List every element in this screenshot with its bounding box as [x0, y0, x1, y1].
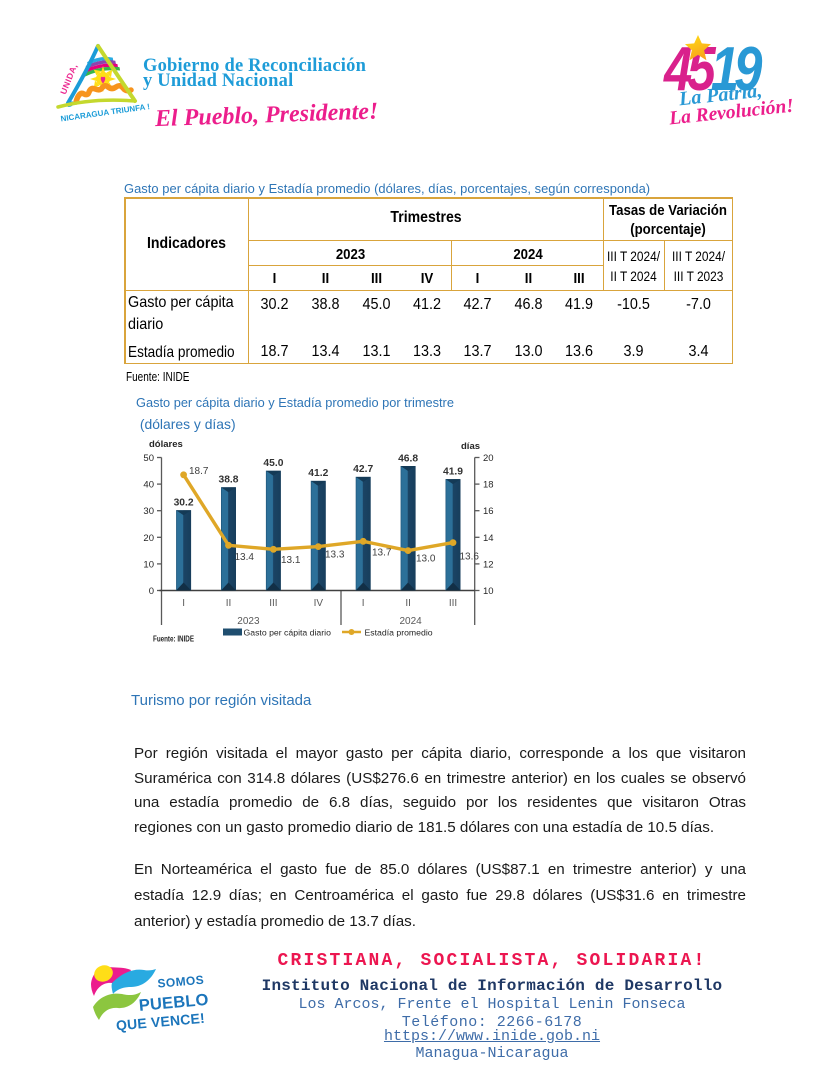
svg-text:13.4: 13.4 — [235, 552, 255, 563]
svg-text:II: II — [226, 598, 232, 609]
svg-text:IV: IV — [314, 598, 324, 609]
svg-text:III: III — [269, 598, 277, 609]
svg-text:2024: 2024 — [399, 616, 422, 627]
svg-text:13.6: 13.6 — [460, 552, 480, 563]
svg-text:13.3: 13.3 — [325, 550, 345, 561]
svg-text:41.2: 41.2 — [308, 468, 328, 479]
svg-text:Estadía promedio: Estadía promedio — [365, 628, 433, 638]
svg-text:SOMOS: SOMOS — [157, 973, 205, 991]
svg-text:20: 20 — [483, 453, 494, 464]
svg-text:38.8: 38.8 — [218, 475, 238, 486]
svg-text:46.8: 46.8 — [398, 453, 418, 464]
svg-text:II: II — [405, 598, 411, 609]
svg-text:12: 12 — [483, 559, 494, 570]
svg-text:dólares: dólares — [149, 439, 183, 450]
svg-text:días: días — [461, 441, 480, 452]
svg-text:Fuente: INIDE: Fuente: INIDE — [153, 635, 195, 644]
svg-text:13.0: 13.0 — [416, 554, 436, 565]
svg-text:13.7: 13.7 — [372, 548, 392, 559]
svg-text:18: 18 — [483, 480, 494, 491]
svg-text:QUE VENCE!: QUE VENCE! — [115, 1010, 205, 1034]
svg-text:I: I — [182, 598, 185, 609]
svg-text:14: 14 — [483, 533, 494, 544]
svg-text:10: 10 — [483, 586, 494, 597]
svg-text:42.7: 42.7 — [353, 464, 373, 475]
svg-text:Gasto per cápita diario: Gasto per cápita diario — [244, 628, 332, 638]
svg-text:30: 30 — [143, 506, 154, 517]
svg-text:45.0: 45.0 — [263, 458, 283, 469]
svg-text:16: 16 — [483, 506, 494, 517]
svg-text:2023: 2023 — [237, 616, 260, 627]
svg-text:13.1: 13.1 — [281, 555, 301, 566]
svg-text:40: 40 — [143, 480, 154, 491]
svg-text:30.2: 30.2 — [174, 498, 194, 509]
svg-text:20: 20 — [143, 533, 154, 544]
svg-text:50: 50 — [143, 453, 154, 464]
svg-text:18.7: 18.7 — [189, 466, 209, 477]
svg-text:41.9: 41.9 — [443, 466, 463, 477]
svg-text:III: III — [449, 598, 457, 609]
svg-text:10: 10 — [143, 559, 154, 570]
svg-text:I: I — [362, 598, 365, 609]
svg-text:0: 0 — [149, 586, 154, 597]
